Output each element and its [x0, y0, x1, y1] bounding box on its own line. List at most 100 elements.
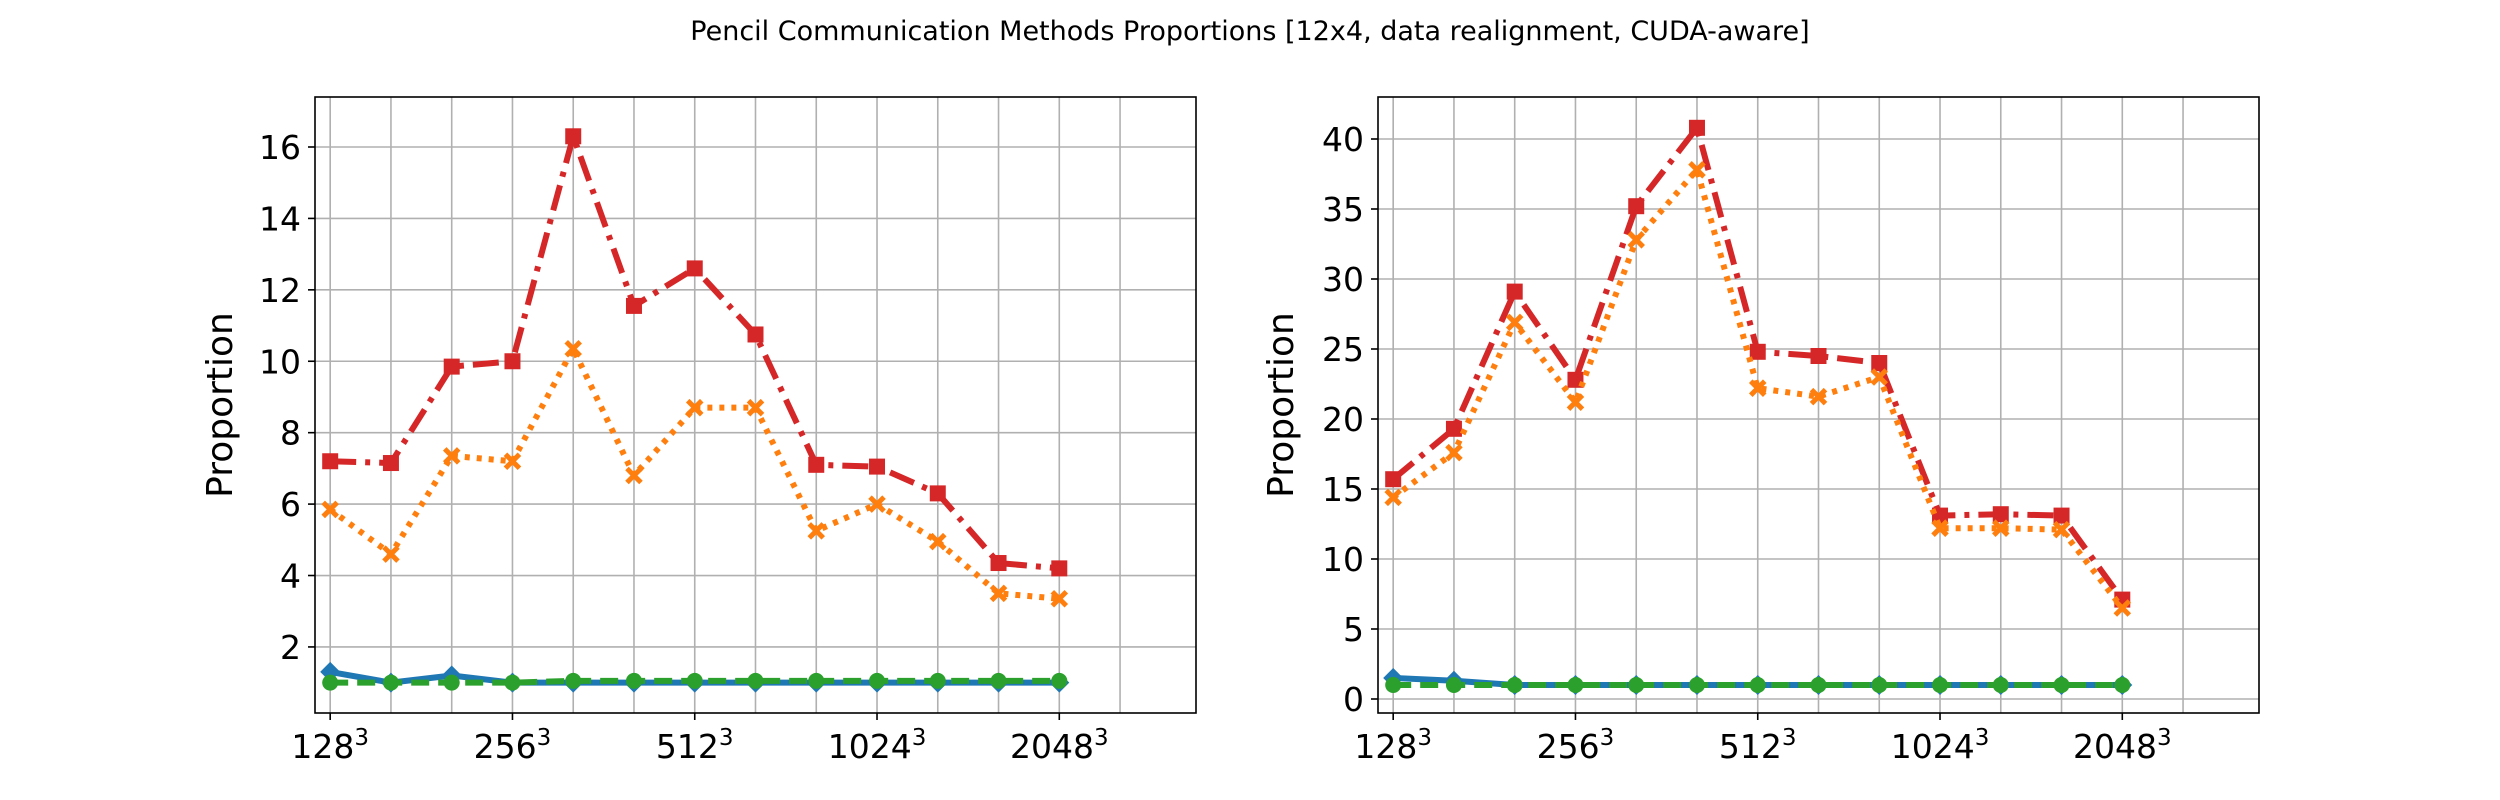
data-point-x — [1384, 488, 1402, 507]
y-tick-label: 4 — [280, 557, 301, 596]
data-point-square — [1051, 560, 1068, 577]
data-point-square — [1992, 506, 2009, 523]
x-tick-label: 10243 — [828, 725, 927, 766]
x-tick-exponent: 3 — [1417, 725, 1432, 751]
data-point-circle — [686, 672, 703, 689]
figure-title: Pencil Communication Methods Proportions… — [690, 16, 1809, 47]
series-0 — [1385, 119, 2131, 608]
data-point-square — [1506, 283, 1523, 300]
data-point-square — [2053, 507, 2070, 524]
plot-frame — [1377, 96, 2260, 714]
data-point-circle — [1688, 677, 1705, 693]
data-point-square — [990, 555, 1007, 572]
data-point-circle — [1567, 677, 1584, 693]
data-point-x — [1627, 231, 1645, 249]
x-tick-base: 512 — [656, 727, 719, 766]
x-tick-exponent: 3 — [354, 725, 369, 751]
data-point-circle — [1445, 677, 1462, 693]
data-point-circle — [747, 672, 764, 689]
plot-frame — [314, 96, 1197, 714]
grid — [315, 97, 1196, 713]
series-3 — [1385, 677, 2131, 693]
data-point-square — [1871, 355, 1888, 371]
x-tick-exponent: 3 — [1600, 725, 1615, 751]
data-point-circle — [2053, 677, 2070, 693]
series-1 — [1384, 161, 2132, 617]
data-point-circle — [382, 674, 399, 691]
y-tick-label: 10 — [1322, 540, 1364, 579]
data-point-x — [1809, 387, 1828, 406]
x-tick-label: 2563 — [474, 725, 552, 766]
data-point-circle — [1506, 677, 1523, 693]
y-axis-label: Proportion — [1261, 312, 1302, 498]
data-point-circle — [1385, 677, 1402, 693]
data-point-x — [625, 466, 643, 485]
data-point-circle — [565, 672, 582, 689]
data-point-x — [746, 398, 765, 417]
x-tick-label: 2563 — [1537, 725, 1615, 766]
data-point-x — [868, 495, 886, 513]
x-tick-base: 1024 — [828, 727, 912, 766]
x-tick-label: 1283 — [1354, 725, 1432, 766]
data-point-circle — [1871, 677, 1888, 693]
data-point-square — [1810, 348, 1827, 364]
y-tick-label: 10 — [259, 342, 301, 381]
data-point-x — [1931, 519, 1949, 537]
data-point-circle — [1932, 677, 1949, 693]
y-tick-label: 30 — [1322, 260, 1364, 299]
x-tick-exponent: 3 — [1094, 725, 1109, 751]
data-point-square — [1628, 198, 1645, 215]
data-point-x — [807, 522, 826, 540]
x-tick-exponent: 3 — [1782, 725, 1797, 751]
x-tick-base: 1024 — [1891, 727, 1975, 766]
data-point-circle — [504, 674, 521, 691]
data-point-circle — [443, 674, 460, 691]
x-tick-exponent: 3 — [719, 725, 734, 751]
data-point-x — [1445, 443, 1463, 462]
x-tick-exponent: 3 — [2157, 725, 2172, 751]
x-tick-base: 2048 — [2073, 727, 2157, 766]
x-tick-base: 256 — [1537, 727, 1600, 766]
data-point-square — [443, 358, 460, 375]
x-tick-label: 1283 — [291, 725, 369, 766]
data-point-x — [989, 584, 1008, 603]
x-tick-label: 10243 — [1891, 725, 1990, 766]
grid — [1378, 97, 2259, 713]
x-tick-label: 20483 — [1010, 725, 1109, 766]
x-tick-exponent: 3 — [912, 725, 927, 751]
data-point-square — [1749, 343, 1766, 360]
data-point-x — [1505, 313, 1524, 332]
x-tick-base: 128 — [1354, 727, 1417, 766]
data-point-circle — [322, 674, 339, 691]
y-tick-label: 35 — [1322, 190, 1364, 229]
data-point-square — [382, 455, 399, 472]
x-tick-base: 2048 — [1010, 727, 1094, 766]
data-point-x — [1566, 393, 1585, 411]
y-tick-label: 12 — [259, 271, 301, 310]
y-axis-label: Proportion — [200, 312, 241, 498]
data-point-circle — [1749, 677, 1766, 693]
y-tick-label: 0 — [1343, 680, 1364, 719]
data-point-x — [442, 447, 461, 465]
data-point-circle — [869, 672, 886, 689]
y-tick-label: 5 — [1343, 610, 1364, 649]
data-point-square — [565, 128, 582, 145]
data-point-x — [382, 545, 400, 563]
data-point-x — [1992, 519, 2010, 537]
data-point-circle — [1051, 672, 1068, 689]
y-tick-label: 14 — [259, 199, 301, 238]
data-point-circle — [1628, 677, 1645, 693]
y-tick-label: 2 — [280, 628, 301, 667]
data-point-circle — [2114, 677, 2131, 693]
x-tick-exponent: 3 — [1975, 725, 1990, 751]
x-tick-base: 512 — [1719, 727, 1782, 766]
y-tick-label: 40 — [1322, 120, 1364, 159]
data-point-x — [564, 339, 582, 358]
x-tick-base: 128 — [291, 727, 354, 766]
data-point-square — [322, 453, 339, 470]
y-tick-label: 20 — [1322, 400, 1364, 439]
data-point-square — [1688, 119, 1705, 136]
